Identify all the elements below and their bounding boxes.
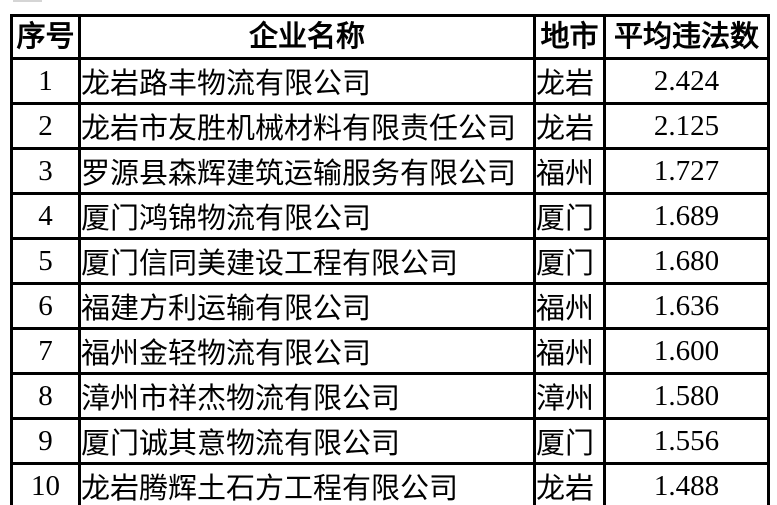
cell-avg_violations: 1.689 — [603, 192, 770, 240]
cell-city: 龙岩 — [533, 102, 606, 150]
cell-index: 8 — [10, 372, 81, 420]
cell-company: 厦门诚其意物流有限公司 — [78, 417, 536, 465]
cell-city: 厦门 — [533, 417, 606, 465]
table-header: 序号 企业名称 地市 平均违法数 — [10, 14, 770, 60]
header-row: 序号 企业名称 地市 平均违法数 — [10, 14, 770, 60]
cell-avg_violations: 1.680 — [603, 237, 770, 285]
column-header-index: 序号 — [10, 14, 81, 60]
column-header-company: 企业名称 — [78, 14, 536, 60]
cell-index: 5 — [10, 237, 81, 285]
table-row: 8 漳州市祥杰物流有限公司 漳州 1.580 — [10, 372, 770, 420]
cell-avg_violations: 1.727 — [603, 147, 770, 195]
table-row: 10 龙岩腾辉土石方工程有限公司 龙岩 1.488 — [10, 462, 770, 505]
cell-company: 龙岩市友胜机械材料有限责任公司 — [78, 102, 536, 150]
table-row: 6 福建方利运输有限公司 福州 1.636 — [10, 282, 770, 330]
cell-avg_violations: 1.556 — [603, 417, 770, 465]
table-row: 5 厦门信同美建设工程有限公司 厦门 1.680 — [10, 237, 770, 285]
cell-index: 9 — [10, 417, 81, 465]
column-header-city: 地市 — [533, 14, 606, 60]
cell-avg_violations: 2.424 — [603, 57, 770, 105]
cell-index: 4 — [10, 192, 81, 240]
cell-company: 龙岩腾辉土石方工程有限公司 — [78, 462, 536, 505]
table-row: 7 福州金轻物流有限公司 福州 1.600 — [10, 327, 770, 375]
cell-city: 福州 — [533, 327, 606, 375]
cell-index: 6 — [10, 282, 81, 330]
cell-city: 福州 — [533, 282, 606, 330]
table-row: 4 厦门鸿锦物流有限公司 厦门 1.689 — [10, 192, 770, 240]
cell-avg_violations: 1.488 — [603, 462, 770, 505]
column-header-avg-violations: 平均违法数 — [603, 14, 770, 60]
cell-company: 龙岩路丰物流有限公司 — [78, 57, 536, 105]
clipped-top-edge-fragment — [13, 0, 42, 2]
cell-index: 10 — [10, 462, 81, 505]
table-row: 1 龙岩路丰物流有限公司 龙岩 2.424 — [10, 57, 770, 105]
cell-company: 福建方利运输有限公司 — [78, 282, 536, 330]
cell-city: 福州 — [533, 147, 606, 195]
table-row: 9 厦门诚其意物流有限公司 厦门 1.556 — [10, 417, 770, 465]
cell-avg_violations: 2.125 — [603, 102, 770, 150]
table-body: 1 龙岩路丰物流有限公司 龙岩 2.424 2 龙岩市友胜机械材料有限责任公司 龙岩 2.12… — [10, 57, 770, 505]
cell-city: 龙岩 — [533, 462, 606, 505]
cell-city: 漳州 — [533, 372, 606, 420]
cell-city: 厦门 — [533, 237, 606, 285]
cell-company: 厦门鸿锦物流有限公司 — [78, 192, 536, 240]
cell-avg_violations: 1.636 — [603, 282, 770, 330]
table-row: 3 罗源县森辉建筑运输服务有限公司 福州 1.727 — [10, 147, 770, 195]
cell-avg_violations: 1.600 — [603, 327, 770, 375]
cell-company: 罗源县森辉建筑运输服务有限公司 — [78, 147, 536, 195]
cell-city: 龙岩 — [533, 57, 606, 105]
cell-index: 3 — [10, 147, 81, 195]
cell-company: 福州金轻物流有限公司 — [78, 327, 536, 375]
cell-avg_violations: 1.580 — [603, 372, 770, 420]
violations-table: 序号 企业名称 地市 平均违法数 1 龙岩路丰物流有限公司 龙岩 2.424 2 龙岩市友… — [10, 14, 770, 505]
cell-company: 漳州市祥杰物流有限公司 — [78, 372, 536, 420]
table-row: 2 龙岩市友胜机械材料有限责任公司 龙岩 2.125 — [10, 102, 770, 150]
cell-index: 1 — [10, 57, 81, 105]
cell-company: 厦门信同美建设工程有限公司 — [78, 237, 536, 285]
cell-index: 2 — [10, 102, 81, 150]
cell-index: 7 — [10, 327, 81, 375]
cell-city: 厦门 — [533, 192, 606, 240]
